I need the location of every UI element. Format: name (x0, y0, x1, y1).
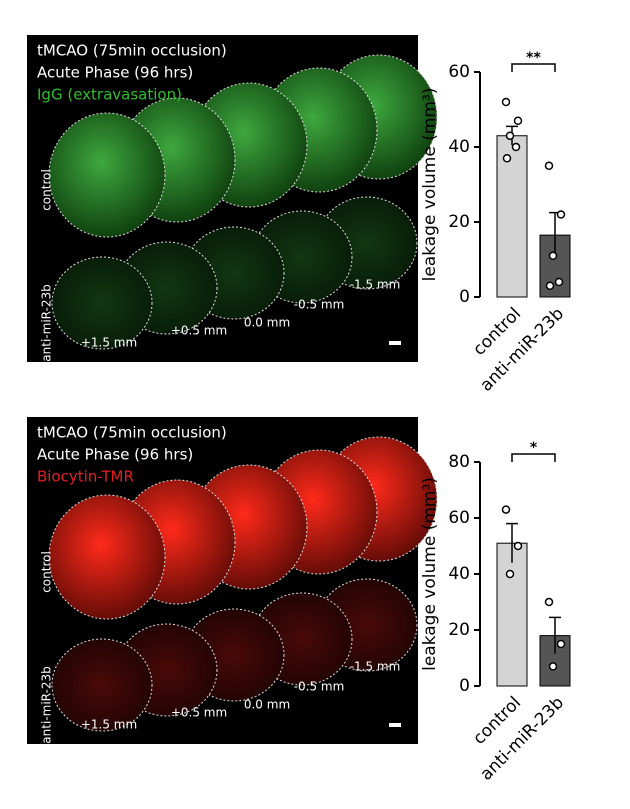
row-label: anti-miR-23b (40, 284, 54, 361)
data-point (556, 210, 566, 219)
y-tick-label: 60 (448, 62, 470, 82)
depth-label: 0.0 mm (244, 698, 290, 712)
data-point (511, 142, 521, 152)
brain-slice (48, 494, 166, 620)
brain-slice (51, 638, 153, 732)
data-point (544, 597, 554, 607)
data-point (556, 639, 566, 649)
significance-bracket (511, 63, 556, 72)
data-point (505, 131, 515, 140)
brain-slice (48, 112, 166, 238)
significance-bracket (511, 453, 556, 462)
y-tick-label: 80 (448, 452, 470, 472)
y-tick-label: 0 (459, 676, 470, 696)
depth-label: -0.5 mm (294, 680, 345, 694)
stain-label: Biocytin-TMR (37, 468, 134, 486)
scale-bar (389, 723, 401, 727)
y-tick-label: 60 (448, 508, 470, 528)
scale-bar (389, 341, 401, 345)
image-title: Acute Phase (96 hrs) (37, 446, 193, 464)
data-point (545, 281, 555, 290)
depth-label: +1.5 mm (81, 718, 137, 732)
bar (496, 542, 528, 687)
data-point (544, 161, 554, 170)
image-panel: tMCAO (75min occlusion) Acute Phase (96 h… (27, 417, 438, 744)
data-point (505, 569, 515, 579)
data-point (513, 541, 523, 551)
stain-label: IgG (extravasation) (37, 86, 182, 104)
depth-label: -1.5 mm (350, 278, 401, 292)
image-panel: tMCAO (75min occlusion) Acute Phase (96 h… (27, 35, 438, 362)
depth-label: -1.5 mm (350, 660, 401, 674)
data-point (501, 505, 511, 514)
significance-label: * (530, 440, 538, 456)
error-bar (549, 616, 561, 654)
y-tick-label: 40 (448, 564, 470, 584)
y-tick-label: 20 (448, 620, 470, 640)
depth-label: +1.5 mm (81, 336, 137, 350)
depth-label: -0.5 mm (294, 298, 345, 312)
row-label: control (40, 551, 54, 593)
depth-label: +0.5 mm (171, 324, 227, 338)
data-point (501, 97, 511, 107)
y-tick-label: 20 (448, 212, 470, 232)
data-point (502, 154, 512, 163)
y-axis-label: leakage volume (mm³) (420, 477, 440, 671)
depth-label: 0.0 mm (244, 316, 290, 330)
y-tick-label: 40 (448, 137, 470, 157)
error-bar (506, 522, 518, 563)
brain-slice (51, 256, 153, 350)
y-axis-label: leakage volume (mm³) (420, 88, 440, 282)
image-title: Acute Phase (96 hrs) (37, 64, 193, 82)
bar (496, 135, 528, 298)
y-tick-label: 0 (459, 287, 470, 307)
data-point (513, 116, 523, 125)
depth-label: +0.5 mm (171, 706, 227, 720)
image-title: tMCAO (75min occlusion) (37, 42, 227, 60)
significance-label: ** (526, 50, 541, 66)
image-title: tMCAO (75min occlusion) (37, 424, 227, 442)
data-point (548, 662, 558, 671)
data-point (554, 277, 564, 287)
row-label: control (40, 169, 54, 211)
data-point (548, 251, 558, 260)
row-label: anti-miR-23b (40, 666, 54, 743)
